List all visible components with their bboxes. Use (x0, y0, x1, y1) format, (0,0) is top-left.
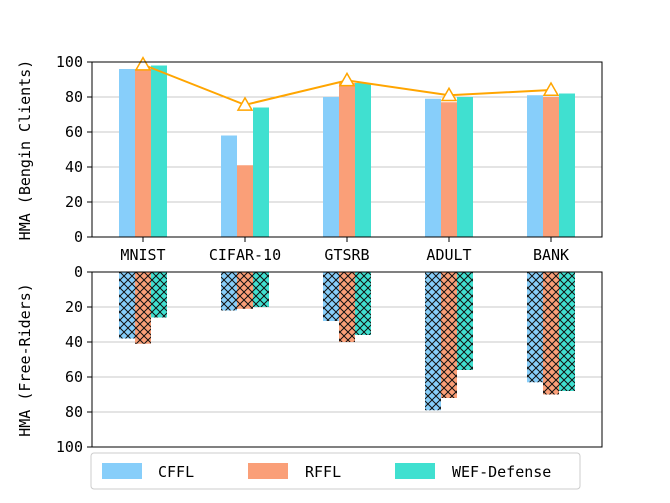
top-y-tick-label: 80 (65, 88, 83, 106)
legend-label-rffl: RFFL (305, 463, 341, 481)
legend-label-cffl: CFFL (158, 463, 194, 481)
bar-top-wef-defense-mnist (151, 65, 167, 237)
category-label-adult: ADULT (426, 246, 471, 264)
bar-top-wef-defense-gtsrb (355, 83, 371, 237)
legend: CFFL RFFL WEF-Defense (90, 452, 581, 490)
bar-bottom-rffl-cifar-10 (237, 272, 253, 309)
bottom-bars (119, 272, 575, 411)
legend-swatch-wef-defense (395, 463, 435, 479)
bar-top-cffl-cifar-10 (221, 135, 237, 237)
bar-bottom-cffl-mnist (119, 272, 135, 339)
top-y-ticks: 0 20 40 60 80 100 (56, 53, 92, 246)
bar-bottom-rffl-adult (441, 272, 457, 398)
line-marker-mnist (134, 56, 152, 71)
bottom-y-tick-label: 80 (65, 403, 83, 421)
category-label-cifar-10: CIFAR-10 (209, 246, 281, 264)
bar-top-wef-defense-bank (559, 93, 575, 237)
category-labels: MNIST CIFAR-10 GTSRB ADULT BANK (120, 237, 569, 264)
line-marker-adult (440, 86, 458, 102)
bar-top-cffl-gtsrb (323, 97, 339, 237)
bar-top-rffl-bank (543, 97, 559, 237)
category-label-mnist: MNIST (120, 246, 165, 264)
line-marker-gtsrb (338, 71, 356, 87)
bar-bottom-cffl-cifar-10 (221, 272, 237, 311)
bar-bottom-wef-defense-mnist (151, 272, 167, 318)
bar-top-cffl-adult (425, 98, 441, 237)
top-bars (119, 65, 575, 237)
bar-top-rffl-mnist (135, 69, 151, 237)
category-label-gtsrb: GTSRB (324, 246, 369, 264)
top-y-tick-label: 100 (56, 53, 83, 71)
bottom-y-axis-label: HMA (Free-Riders) (16, 283, 34, 437)
bar-bottom-cffl-bank (527, 272, 543, 383)
bar-top-wef-defense-cifar-10 (253, 107, 269, 237)
line-marker-bank (542, 81, 560, 96)
bottom-y-tick-label: 40 (65, 333, 83, 351)
top-y-tick-label: 40 (65, 158, 83, 176)
legend-frame (90, 452, 581, 490)
bottom-y-ticks: 0 20 40 60 80 100 (56, 263, 92, 456)
top-y-tick-label: 20 (65, 193, 83, 211)
top-line-series (134, 56, 560, 111)
line-marker-cifar-10 (236, 96, 254, 111)
top-y-tick-label: 60 (65, 123, 83, 141)
bottom-y-tick-label: 0 (74, 263, 83, 281)
bar-bottom-cffl-adult (425, 272, 441, 411)
legend-swatch-cffl (102, 463, 142, 479)
bar-top-cffl-bank (527, 95, 543, 237)
bar-bottom-wef-defense-bank (559, 272, 575, 391)
bar-bottom-wef-defense-cifar-10 (253, 272, 269, 307)
bar-bottom-rffl-mnist (135, 272, 151, 344)
legend-label-wef-defense: WEF-Defense (452, 463, 551, 481)
bar-top-wef-defense-adult (457, 97, 473, 237)
bar-bottom-cffl-gtsrb (323, 272, 339, 321)
category-label-bank: BANK (533, 246, 569, 264)
bottom-y-tick-label: 100 (56, 438, 83, 456)
bar-bottom-wef-defense-adult (457, 272, 473, 370)
bar-top-cffl-mnist (119, 69, 135, 237)
bottom-axes-frame (91, 271, 603, 448)
bar-top-rffl-gtsrb (339, 83, 355, 237)
bottom-y-tick-label: 20 (65, 298, 83, 316)
legend-swatch-rffl (248, 463, 288, 479)
bar-top-rffl-adult (441, 102, 457, 237)
top-y-tick-label: 0 (74, 228, 83, 246)
bar-bottom-rffl-bank (543, 272, 559, 395)
bottom-y-tick-label: 60 (65, 368, 83, 386)
bar-bottom-rffl-gtsrb (339, 272, 355, 342)
top-y-axis-label: HMA (Bengin Clients) (16, 60, 34, 241)
bar-top-rffl-cifar-10 (237, 165, 253, 237)
bar-bottom-wef-defense-gtsrb (355, 272, 371, 335)
